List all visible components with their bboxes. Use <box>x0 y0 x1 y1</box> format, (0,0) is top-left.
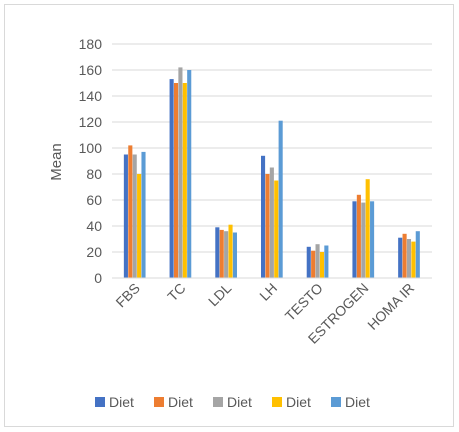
y-tick-label: 0 <box>94 270 102 286</box>
y-tick-label: 80 <box>86 166 102 182</box>
bar <box>269 167 274 278</box>
x-tick-label: TESTO <box>282 280 326 324</box>
bar <box>137 174 142 278</box>
bar <box>306 246 311 278</box>
bar <box>232 232 237 278</box>
bar <box>182 83 187 278</box>
bar <box>228 224 233 278</box>
bar <box>361 202 366 278</box>
x-tick-label: TC <box>164 280 189 305</box>
bar <box>352 201 357 278</box>
bar <box>261 155 266 278</box>
bar <box>265 174 270 278</box>
bar <box>324 245 329 278</box>
legend-swatch <box>331 397 341 407</box>
legend: Diet Diet Diet Diet Diet <box>95 394 370 410</box>
bar <box>370 201 375 278</box>
bar <box>141 151 146 278</box>
bar <box>406 239 412 278</box>
x-tick-label: LDL <box>205 280 235 310</box>
bar <box>278 120 283 278</box>
y-tick-label: 20 <box>86 244 102 260</box>
y-tick-label: 140 <box>79 88 103 104</box>
y-tick-label: 40 <box>86 218 102 234</box>
y-axis-label: Mean <box>48 143 65 181</box>
bar <box>224 231 229 278</box>
bar <box>356 194 361 278</box>
legend-swatch <box>213 397 223 407</box>
bar <box>274 180 279 278</box>
y-tick-label: 120 <box>79 114 103 130</box>
chart-frame <box>4 4 454 427</box>
legend-label: Diet <box>109 394 134 410</box>
bar <box>173 83 179 278</box>
bar <box>415 231 420 278</box>
bar <box>128 145 133 278</box>
bar <box>178 67 183 279</box>
y-tick-label: 100 <box>79 140 103 156</box>
bar <box>411 241 416 278</box>
bar <box>311 250 316 278</box>
legend-swatch <box>154 397 164 407</box>
legend-label: Diet <box>286 394 311 410</box>
y-tick-label: 180 <box>79 36 103 52</box>
gridlines <box>112 43 432 253</box>
bar <box>187 70 192 278</box>
bar <box>169 79 174 278</box>
bar <box>365 179 370 278</box>
x-tick-label: LH <box>256 280 280 304</box>
x-tick-label: HOMA IR <box>364 280 417 333</box>
legend-label: Diet <box>227 394 252 410</box>
y-tick-label: 60 <box>86 192 102 208</box>
legend-label: Diet <box>168 394 193 410</box>
bar <box>319 252 325 278</box>
legend-swatch <box>95 397 105 407</box>
bar <box>123 154 128 278</box>
y-tick-label: 160 <box>79 62 103 78</box>
x-tick-label: FBS <box>112 280 143 311</box>
bar <box>398 237 403 278</box>
bar <box>219 229 224 278</box>
bar <box>402 233 407 278</box>
legend-swatch <box>272 397 282 407</box>
bar <box>315 244 320 278</box>
bar <box>215 227 220 278</box>
y-axis-ticks: 0 20 40 60 80 100 120 140 160 180 <box>79 36 103 286</box>
bars <box>123 67 420 279</box>
bar <box>132 154 137 278</box>
legend-label: Diet <box>345 394 370 410</box>
